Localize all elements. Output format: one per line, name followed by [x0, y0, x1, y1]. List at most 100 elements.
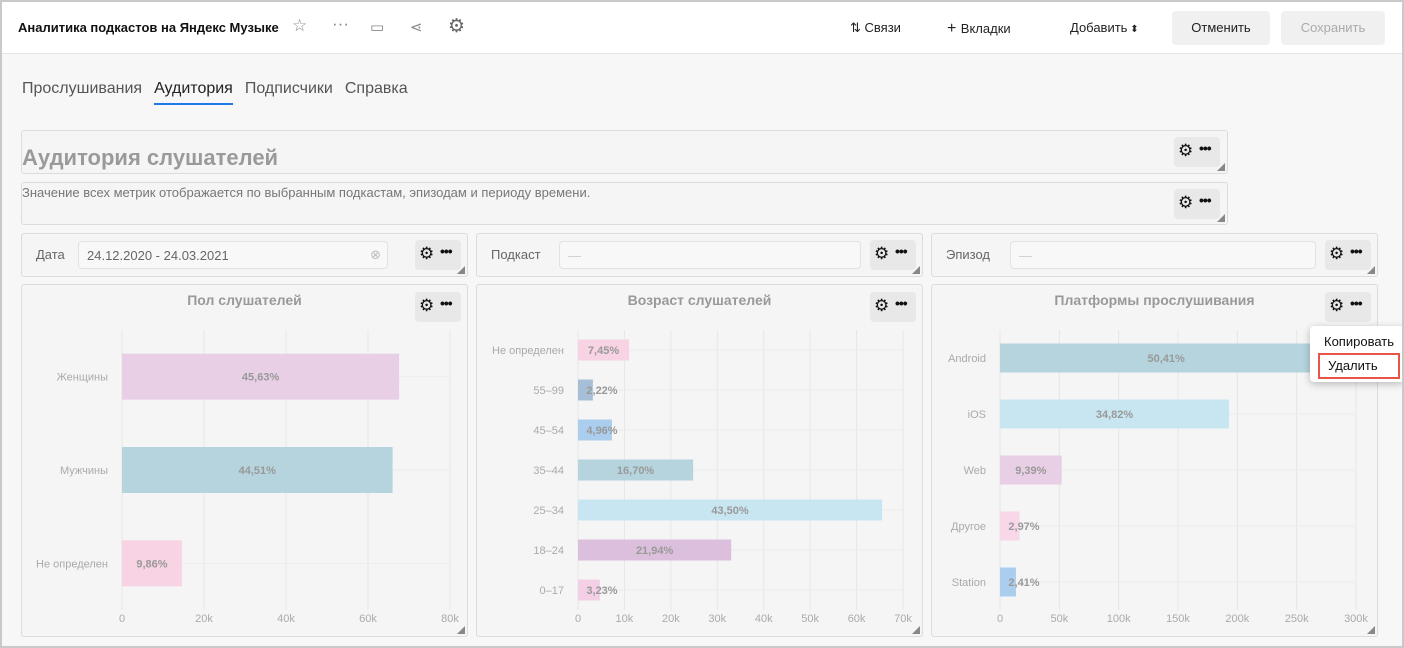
- gear-icon[interactable]: ⚙: [419, 244, 435, 263]
- gear-icon[interactable]: ⚙: [419, 296, 435, 315]
- tab-subscribers[interactable]: Подписчики: [244, 80, 333, 97]
- widget-controls[interactable]: ⚙ •••: [1174, 137, 1220, 167]
- more-icon[interactable]: •••: [1199, 192, 1212, 208]
- y-category-label: 35–44: [533, 465, 564, 477]
- tab-help[interactable]: Справка: [344, 80, 408, 97]
- resize-handle[interactable]: [457, 626, 465, 634]
- more-icon[interactable]: ···: [332, 14, 349, 33]
- y-category-label: 55–99: [533, 385, 564, 397]
- resize-handle[interactable]: [1367, 626, 1375, 634]
- data-label: 50,41%: [1147, 353, 1185, 365]
- gear-icon[interactable]: ⚙: [1178, 141, 1194, 160]
- x-tick-label: 20k: [195, 613, 213, 625]
- data-label: 21,94%: [636, 545, 674, 557]
- tab-listens[interactable]: Прослушивания: [22, 80, 143, 97]
- gear-icon[interactable]: ⚙: [874, 296, 890, 315]
- resize-handle[interactable]: [1367, 266, 1375, 274]
- top-bar: Аналитика подкастов на Яндекс Музыке ☆ ·…: [2, 2, 1402, 54]
- x-tick-label: 80k: [441, 613, 459, 625]
- resize-handle[interactable]: [912, 266, 920, 274]
- filter-label: Эпизод: [946, 247, 990, 262]
- filter-date: Дата 24.12.2020 - 24.03.2021 ⊗ ⚙ •••: [21, 233, 468, 277]
- description-text: Значение всех метрик отображается по выб…: [22, 185, 591, 200]
- y-category-label: 18–24: [533, 545, 564, 557]
- chart-age: Возраст слушателей 0 10k 20k 30k 40k 50k 60k 70…: [476, 284, 923, 637]
- gear-icon[interactable]: ⚙: [1329, 296, 1345, 315]
- x-tick-label: 150k: [1166, 613, 1190, 625]
- y-category-label: Женщины: [57, 372, 108, 384]
- bar: [1000, 399, 1230, 429]
- tab-audience[interactable]: Аудитория: [154, 80, 233, 105]
- y-category-label: Android: [948, 353, 986, 365]
- y-category-label: Web: [964, 465, 986, 477]
- menu-item-copy[interactable]: Копировать: [1324, 334, 1394, 349]
- share-icon[interactable]: ⋖: [410, 19, 423, 36]
- gear-icon[interactable]: ⚙: [874, 244, 890, 263]
- widget-controls[interactable]: ⚙ •••: [870, 292, 916, 322]
- filter-podcast: Подкаст — ⚙ •••: [476, 233, 923, 277]
- add-button[interactable]: Добавить ⬍: [1070, 20, 1139, 35]
- chart-svg: 0 50k 100k 150k 200k 250k 300k Android 50,41% iOS…: [948, 330, 1368, 625]
- resize-handle[interactable]: [1217, 163, 1225, 171]
- more-icon[interactable]: •••: [895, 243, 908, 259]
- more-icon[interactable]: •••: [440, 295, 453, 311]
- page-title: Аудитория слушателей: [22, 145, 279, 170]
- plus-icon: +: [947, 20, 961, 37]
- x-tick-label: 50k: [1050, 613, 1068, 625]
- menu-item-delete[interactable]: Удалить: [1318, 353, 1400, 379]
- widget-controls[interactable]: ⚙ •••: [415, 292, 461, 322]
- y-category-label: Не определен: [492, 345, 564, 357]
- date-range-input[interactable]: 24.12.2020 - 24.03.2021 ⊗: [78, 241, 388, 269]
- x-tick-label: 20k: [662, 613, 680, 625]
- description-widget: Значение всех метрик отображается по выб…: [21, 182, 1228, 225]
- widget-controls[interactable]: ⚙ •••: [1325, 292, 1371, 322]
- resize-handle[interactable]: [912, 626, 920, 634]
- more-icon[interactable]: •••: [1350, 295, 1363, 311]
- more-icon[interactable]: •••: [1199, 140, 1212, 156]
- bar: [1000, 455, 1062, 485]
- data-label: 2,41%: [1008, 577, 1039, 589]
- sort-arrows-icon: ⇅: [850, 20, 865, 35]
- bar: [122, 353, 400, 400]
- bar: [578, 539, 732, 561]
- bar: [1000, 567, 1016, 597]
- chart-gender: Пол слушателей 0 20k 40k 60k 80k Женщины 45,63…: [21, 284, 468, 637]
- clear-icon[interactable]: ⊗: [370, 247, 381, 262]
- chart-title: Платформы прослушивания: [1054, 292, 1255, 308]
- tab-bar: Прослушивания Аудитория Подписчики Справ…: [22, 80, 408, 105]
- x-tick-label: 10k: [616, 613, 634, 625]
- star-icon[interactable]: ☆: [292, 16, 308, 35]
- widget-controls[interactable]: ⚙ •••: [415, 240, 461, 270]
- filter-episode: Эпизод — ⚙ •••: [931, 233, 1378, 277]
- chart-platforms: Платформы прослушивания 0 50k 100k 150k 200k…: [931, 284, 1378, 637]
- chart-title: Возраст слушателей: [627, 292, 772, 308]
- gear-icon[interactable]: ⚙: [1329, 244, 1345, 263]
- widget-controls[interactable]: ⚙ •••: [870, 240, 916, 270]
- links-button[interactable]: ⇅ Связи: [850, 20, 901, 35]
- y-category-label: 25–34: [533, 505, 564, 517]
- cancel-button[interactable]: Отменить: [1172, 11, 1270, 45]
- more-icon[interactable]: •••: [895, 295, 908, 311]
- tabs-button[interactable]: + Вкладки: [947, 20, 1011, 37]
- episode-select[interactable]: —: [1010, 241, 1316, 269]
- y-category-label: Не определен: [36, 558, 108, 570]
- folder-icon[interactable]: ▭: [370, 19, 385, 36]
- gear-icon[interactable]: ⚙: [1178, 193, 1194, 212]
- bar: [578, 339, 630, 361]
- x-tick-label: 250k: [1285, 613, 1309, 625]
- data-label: 44,51%: [239, 465, 277, 477]
- podcast-select[interactable]: —: [559, 241, 861, 269]
- data-label: 4,96%: [586, 425, 617, 437]
- data-label: 7,45%: [588, 345, 619, 357]
- save-button[interactable]: Сохранить: [1281, 11, 1385, 45]
- x-tick-label: 0: [119, 613, 125, 625]
- more-icon[interactable]: •••: [1350, 243, 1363, 259]
- more-icon[interactable]: •••: [440, 243, 453, 259]
- widget-controls[interactable]: ⚙ •••: [1174, 189, 1220, 219]
- gear-icon[interactable]: ⚙: [448, 16, 466, 37]
- resize-handle[interactable]: [457, 266, 465, 274]
- bar: [1000, 511, 1020, 541]
- data-label: 3,23%: [586, 585, 617, 597]
- resize-handle[interactable]: [1217, 214, 1225, 222]
- widget-controls[interactable]: ⚙ •••: [1325, 240, 1371, 270]
